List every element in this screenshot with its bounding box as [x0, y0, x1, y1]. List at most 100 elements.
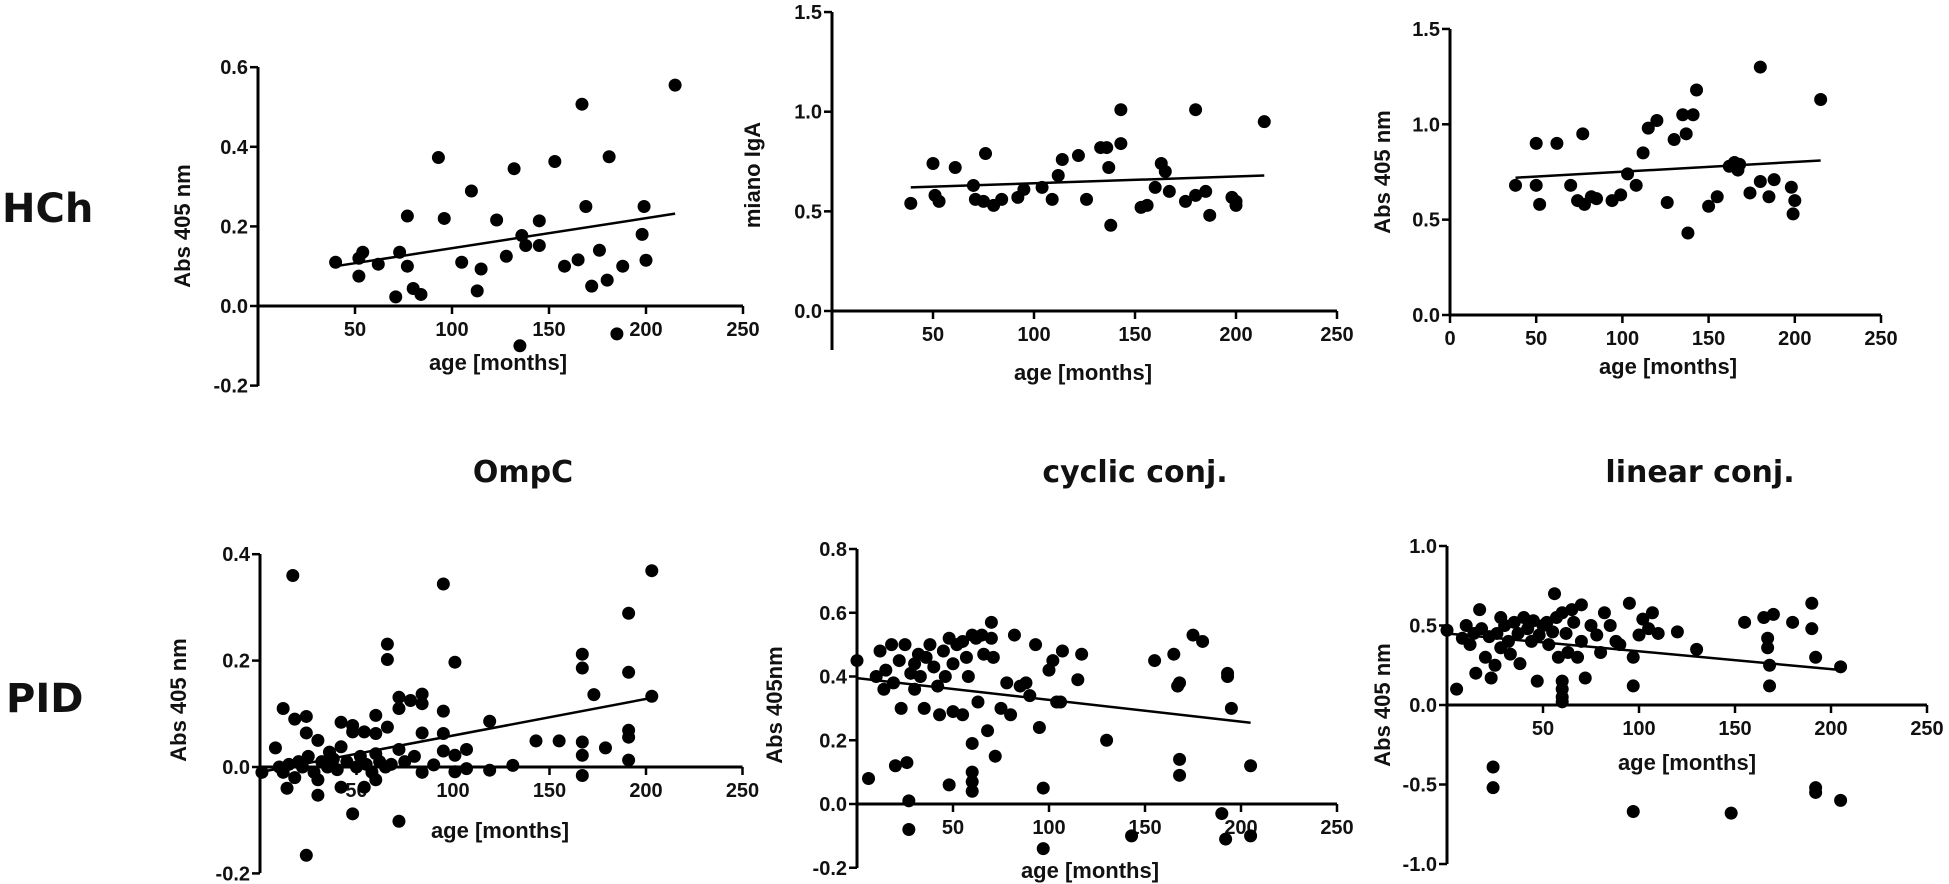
y-tick-label: -0.2 [216, 863, 250, 884]
data-point [575, 735, 589, 749]
data-point [1179, 194, 1192, 208]
data-point [288, 771, 302, 785]
data-point [1186, 628, 1200, 642]
y-tick-label: 0.2 [222, 651, 250, 673]
data-point [1533, 197, 1547, 211]
data-point [917, 701, 931, 715]
data-point [529, 734, 543, 748]
x-tick-label: 150 [1718, 718, 1751, 740]
data-point [1036, 781, 1050, 795]
data-point [515, 229, 529, 243]
data-point [1809, 785, 1823, 799]
data-point [460, 762, 474, 776]
data-point [1224, 701, 1238, 715]
data-point [1613, 638, 1627, 652]
y-axis-title: Abs 405 nm [1370, 643, 1395, 767]
data-point [1645, 606, 1659, 620]
data-point [436, 726, 450, 740]
data-point [862, 772, 876, 785]
data-point [507, 162, 521, 176]
x-axis-title: age [months] [1599, 354, 1737, 379]
data-point [1784, 180, 1798, 194]
data-point [346, 725, 360, 739]
data-point [1440, 623, 1454, 637]
data-point [329, 255, 343, 269]
data-point [1743, 186, 1757, 200]
x-tick-label: 50 [922, 324, 944, 346]
y-tick-label: -0.5 [1403, 775, 1437, 797]
data-point [1565, 603, 1579, 617]
data-point [1676, 108, 1690, 122]
x-tick-label: 250 [1910, 718, 1943, 740]
data-point [1786, 615, 1800, 629]
data-point [902, 794, 916, 808]
data-point [1660, 195, 1674, 209]
data-point [393, 245, 407, 259]
data-point [1540, 615, 1554, 629]
data-point [299, 726, 313, 740]
data-point [1686, 108, 1700, 122]
data-point [948, 161, 962, 175]
data-point [392, 690, 406, 704]
data-point [616, 259, 630, 273]
x-tick-label: 150 [532, 319, 565, 341]
data-point [380, 637, 394, 651]
data-point [1486, 760, 1500, 774]
data-point [965, 765, 979, 779]
data-point [326, 752, 340, 766]
data-point [295, 760, 309, 774]
data-point [532, 239, 546, 253]
data-point [436, 577, 450, 591]
data-point [1080, 192, 1094, 206]
data-point [1690, 83, 1704, 97]
data-point [1626, 679, 1640, 693]
data-point [380, 720, 394, 734]
data-point [1561, 646, 1575, 660]
data-point [1004, 708, 1018, 722]
data-point [311, 788, 325, 802]
data-point [1809, 650, 1823, 664]
data-point [414, 287, 428, 301]
data-point [1753, 60, 1767, 74]
data-point [1814, 93, 1828, 107]
data-point [448, 655, 462, 669]
scatter-panel-pid-3: 50 100 150 200 250 1.0 0.5 0.0 -0.5 -1.0 age [mont… [1370, 536, 1944, 876]
data-point [460, 742, 474, 756]
data-point [600, 273, 614, 287]
data-point [610, 327, 624, 341]
data-point [1614, 188, 1628, 202]
data-point [1167, 647, 1181, 661]
data-point [1805, 596, 1819, 610]
x-tick-label: 150 [1692, 328, 1725, 350]
data-point [1642, 622, 1656, 636]
data-point [1473, 603, 1487, 617]
data-point [513, 339, 527, 353]
data-point [1189, 103, 1203, 117]
data-point [579, 200, 593, 213]
y-tick-label: 0.0 [819, 794, 847, 816]
data-point [1463, 638, 1477, 652]
data-point [499, 249, 513, 263]
data-point [483, 763, 497, 777]
data-point [334, 780, 348, 794]
data-point [1690, 642, 1704, 656]
data-point [1590, 628, 1604, 642]
data-point [1733, 157, 1747, 171]
x-tick-label: 50 [1525, 328, 1547, 350]
scatter-panel-hch-3: 0 50 100 150 200 250 1.5 1.0 0.5 0.0 age [months] A… [1370, 19, 1898, 379]
data-point [1488, 658, 1502, 672]
y-tick-label: 0.2 [819, 730, 847, 752]
data-point [1229, 194, 1243, 208]
data-point [1125, 829, 1139, 843]
data-point [1114, 137, 1128, 151]
data-point [1173, 676, 1187, 690]
data-point [1104, 218, 1118, 232]
data-point [1148, 180, 1162, 194]
data-point [1762, 190, 1776, 204]
data-point [415, 697, 429, 711]
data-point [1621, 167, 1635, 181]
data-point [931, 679, 945, 693]
data-point [415, 765, 429, 779]
data-point [575, 97, 589, 111]
data-point [448, 765, 462, 779]
